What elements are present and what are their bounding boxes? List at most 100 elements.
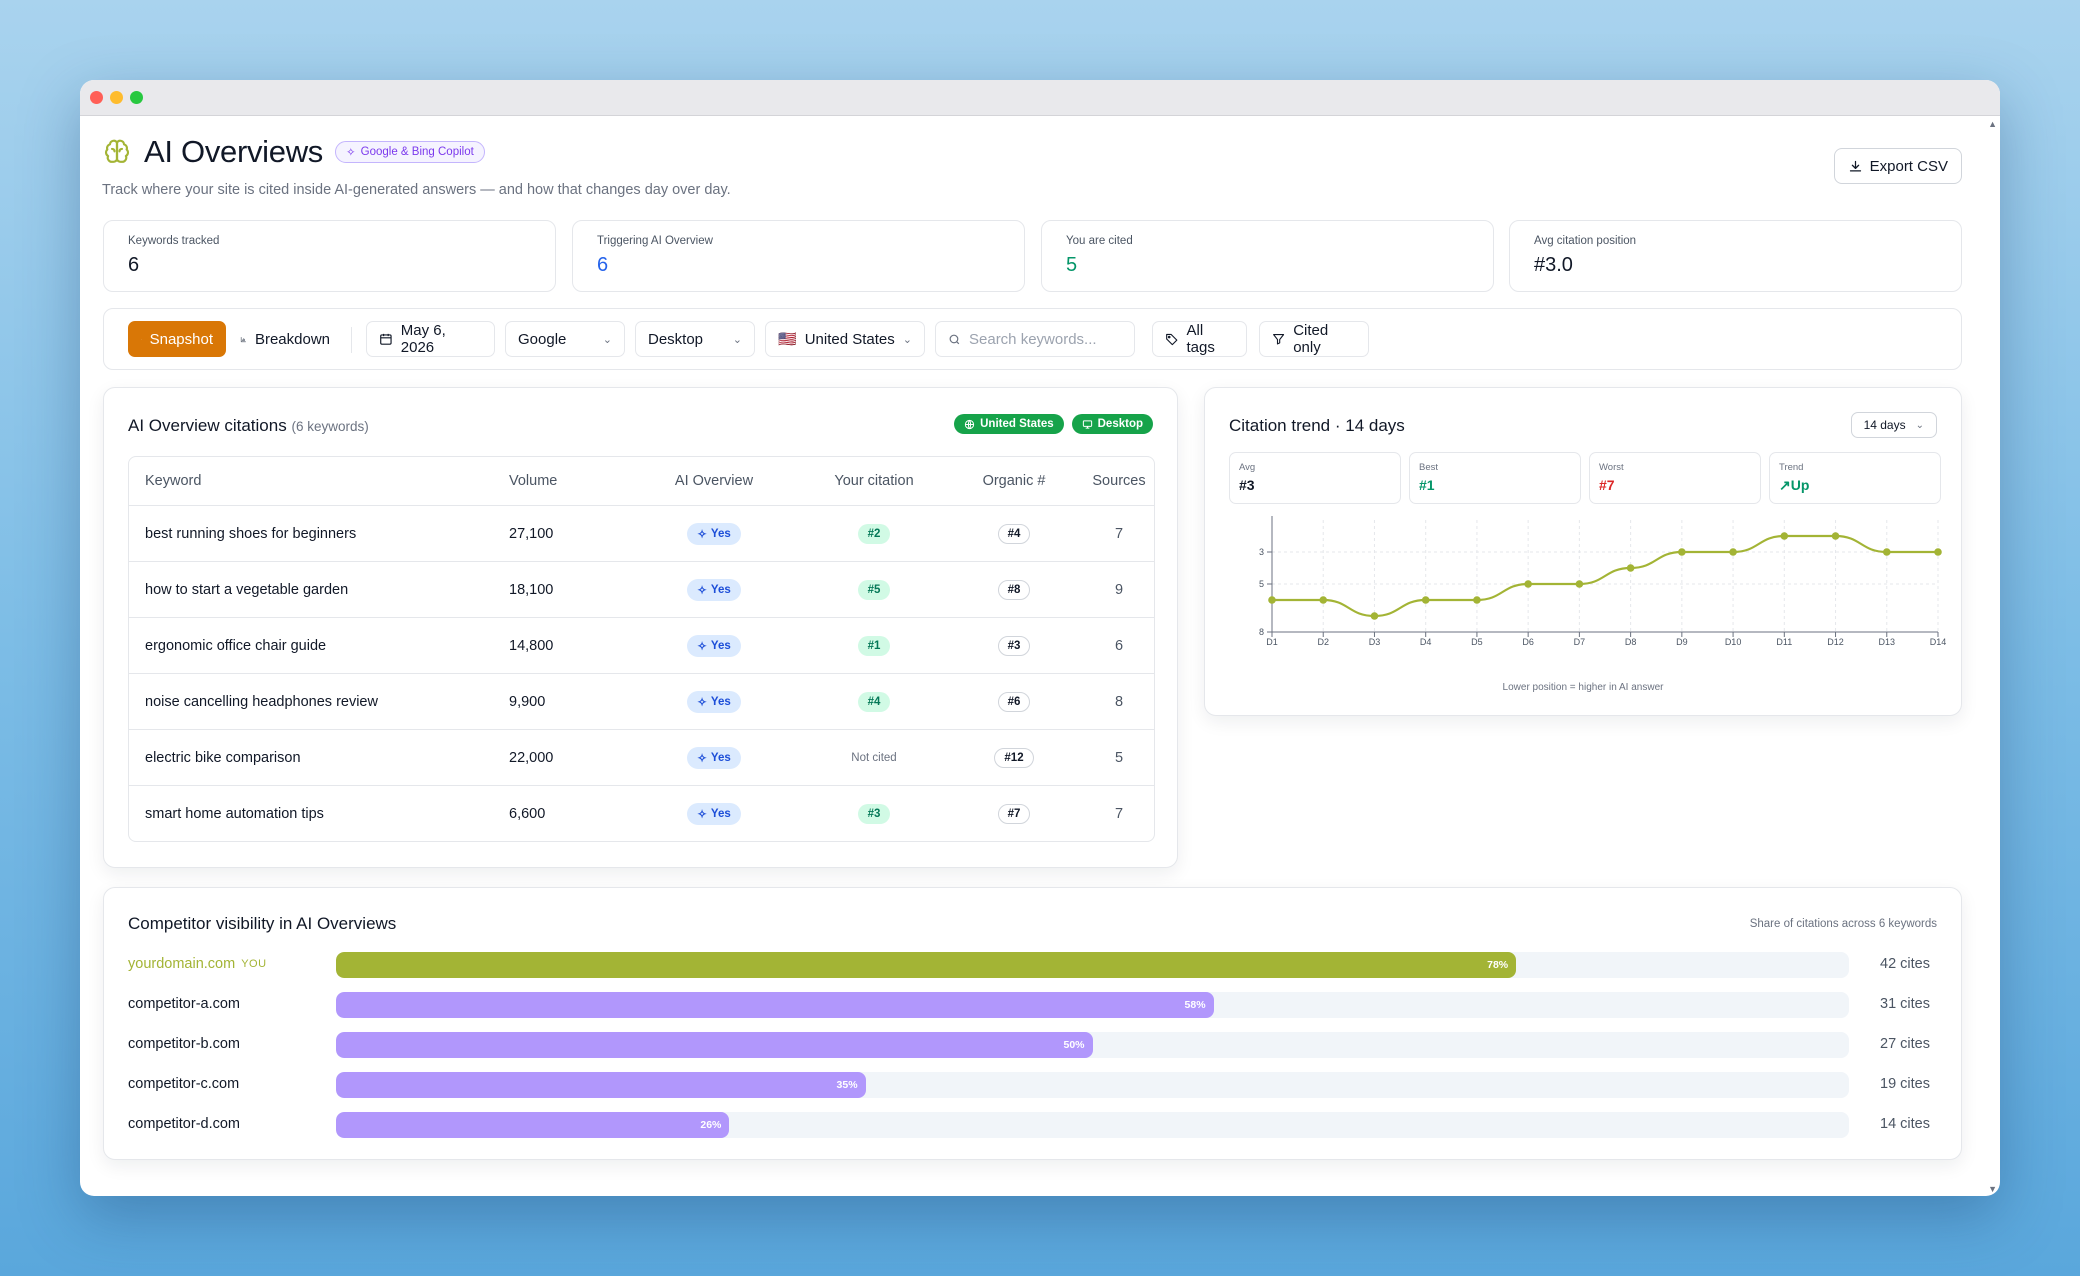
tags-filter[interactable]: All tags [1152, 321, 1247, 357]
cites-count: 27 cites [1880, 1036, 1930, 1052]
trend-range-select[interactable]: 14 days ⌄ [1850, 412, 1937, 438]
table-row[interactable]: best running shoes for beginners 27,100 ✧ Y… [129, 505, 1154, 561]
y-tick-label: 8 [1259, 627, 1264, 637]
us-flag-icon: 🇺🇸 [778, 331, 797, 348]
snapshot-tab[interactable]: Snapshot [128, 321, 226, 357]
col-keyword[interactable]: Keyword [145, 473, 202, 489]
minimize-window-button[interactable] [110, 91, 123, 104]
stat-label: Avg citation position [1534, 235, 1637, 247]
table-row[interactable]: electric bike comparison 22,000 ✧ Yes Not ci… [129, 729, 1154, 785]
mini-value-text: #1 [1419, 477, 1435, 493]
organic-cell: #4 [929, 506, 1099, 561]
date-picker[interactable]: May 6, 2026 [366, 321, 495, 357]
ai-yes-label: Yes [710, 751, 731, 764]
visibility-bar-fill: 26% [336, 1112, 730, 1138]
page-header: AI Overviews ✧ Google & Bing Copilot Tra… [102, 134, 731, 198]
citation-cell: #4 [789, 674, 959, 729]
citations-table: Keyword Volume AI Overview Your citation… [128, 456, 1155, 842]
trend-data-point [1882, 548, 1891, 556]
stat-keywords-tracked: Keywords tracked 6 [103, 220, 556, 292]
filter-funnel-icon [1273, 334, 1285, 345]
organic-chip: #4 [997, 523, 1031, 544]
x-tick-label: D9 [1676, 637, 1688, 647]
breakdown-tab[interactable]: Breakdown [228, 321, 342, 357]
search-icon [949, 334, 960, 344]
competitor-note: Share of citations across 6 keywords [1749, 918, 1937, 930]
competitor-row: competitor-c.com 35% 19 cites [128, 1064, 1930, 1104]
cites-count: 42 cites [1880, 956, 1930, 972]
ai-yes-chip: ✧ Yes [687, 634, 741, 657]
country-badge-label: United States [980, 418, 1054, 430]
stat-value: 5 [1066, 254, 1078, 276]
organic-chip: #8 [997, 579, 1031, 600]
trend-data-point [1934, 548, 1942, 556]
organic-chip: #12 [994, 747, 1034, 768]
volume-cell: 6,600 [509, 805, 546, 822]
table-row[interactable]: smart home automation tips 6,600 ✧ Yes #3 #7 7 [129, 785, 1154, 841]
monitor-icon [1082, 419, 1092, 429]
window-titlebar [80, 80, 2000, 116]
visibility-bar-fill: 50% [336, 1032, 1093, 1058]
competitor-visibility-card: Competitor visibility in AI Overviews Sh… [103, 887, 1962, 1160]
mini-value: #1 [1419, 477, 1571, 493]
citation-chip: #3 [857, 803, 891, 824]
ai-overview-cell: ✧ Yes [629, 562, 799, 617]
citation-trend-card: Citation trend · 14 days 14 days ⌄ Avg #… [1204, 387, 1962, 716]
scroll-down-arrow-icon[interactable]: ▼ [1988, 1184, 1997, 1194]
maximize-window-button[interactable] [130, 91, 143, 104]
col-your-citation[interactable]: Your citation [834, 473, 914, 489]
citations-count: (6 keywords) [291, 419, 369, 434]
trend-data-point [1729, 548, 1737, 556]
col-organic[interactable]: Organic # [982, 473, 1046, 489]
chevron-down-icon: ⌄ [1915, 419, 1924, 431]
device-badge: Desktop [1071, 414, 1153, 434]
sources-cell: 6 [1114, 637, 1124, 654]
trend-data-point [1626, 564, 1635, 572]
ai-overview-cell: ✧ Yes [629, 786, 799, 841]
keyword-cell: how to start a vegetable garden [145, 581, 349, 598]
citation-cell: Not cited [789, 730, 959, 785]
organic-chip: #6 [997, 691, 1031, 712]
visibility-bar-track: 35% [336, 1072, 1849, 1098]
visibility-pct-label: 50% [1063, 1039, 1085, 1051]
x-tick-label: D3 [1369, 637, 1381, 647]
sources-cell: 7 [1114, 805, 1124, 822]
table-row[interactable]: noise cancelling headphones review 9,900 ✧… [129, 673, 1154, 729]
search-placeholder: Search keywords... [969, 330, 1097, 348]
col-volume[interactable]: Volume [509, 473, 558, 489]
cited-only-filter[interactable]: Cited only [1259, 321, 1369, 357]
col-ai-overview[interactable]: AI Overview [674, 473, 754, 489]
table-row[interactable]: how to start a vegetable garden 18,100 ✧ Ye… [129, 561, 1154, 617]
country-select[interactable]: 🇺🇸 United States ⌄ [765, 321, 925, 357]
search-input[interactable]: Search keywords... [935, 321, 1135, 357]
stat-you-are-cited: You are cited 5 [1041, 220, 1494, 292]
stat-label: Keywords tracked [128, 235, 220, 247]
citation-trend-chart: 3 5 8D1 D2 D3 D4 D5 D6 D7 D8 D9 D10 D11 D12 D13 D14 [1259, 516, 1946, 647]
table-row[interactable]: ergonomic office chair guide 14,800 ✧ Yes #1… [129, 617, 1154, 673]
export-csv-button[interactable]: Export CSV [1833, 148, 1962, 184]
competitor-domain: competitor-b.com [128, 1024, 240, 1064]
x-tick-label: D12 [1827, 637, 1844, 647]
scroll-up-arrow-icon[interactable]: ▲ [1988, 119, 1997, 129]
mini-label: Worst [1599, 462, 1624, 473]
download-icon [1849, 160, 1861, 171]
ai-overview-cell: ✧ Yes [629, 730, 799, 785]
device-select[interactable]: Desktop ⌄ [635, 321, 755, 357]
citation-chip: #5 [857, 579, 891, 600]
snapshot-tab-label: Snapshot [149, 330, 213, 348]
visibility-bar-track: 26% [336, 1112, 1849, 1138]
close-window-button[interactable] [90, 91, 103, 104]
engine-select[interactable]: Google ⌄ [505, 321, 625, 357]
organic-chip: #7 [997, 803, 1031, 824]
engine-select-value: Google [518, 330, 567, 348]
citation-chip: #1 [857, 635, 891, 656]
x-tick-label: D4 [1420, 637, 1432, 647]
table-header-row: Keyword Volume AI Overview Your citation… [129, 457, 1154, 505]
ai-yes-label: Yes [710, 807, 731, 820]
ai-yes-label: Yes [710, 695, 731, 708]
trend-title-text: Citation trend [1229, 416, 1331, 435]
trend-title-separator: · [1334, 416, 1341, 435]
col-sources[interactable]: Sources [1092, 473, 1146, 489]
ai-yes-chip: ✧ Yes [687, 522, 741, 545]
brain-icon [104, 139, 130, 163]
